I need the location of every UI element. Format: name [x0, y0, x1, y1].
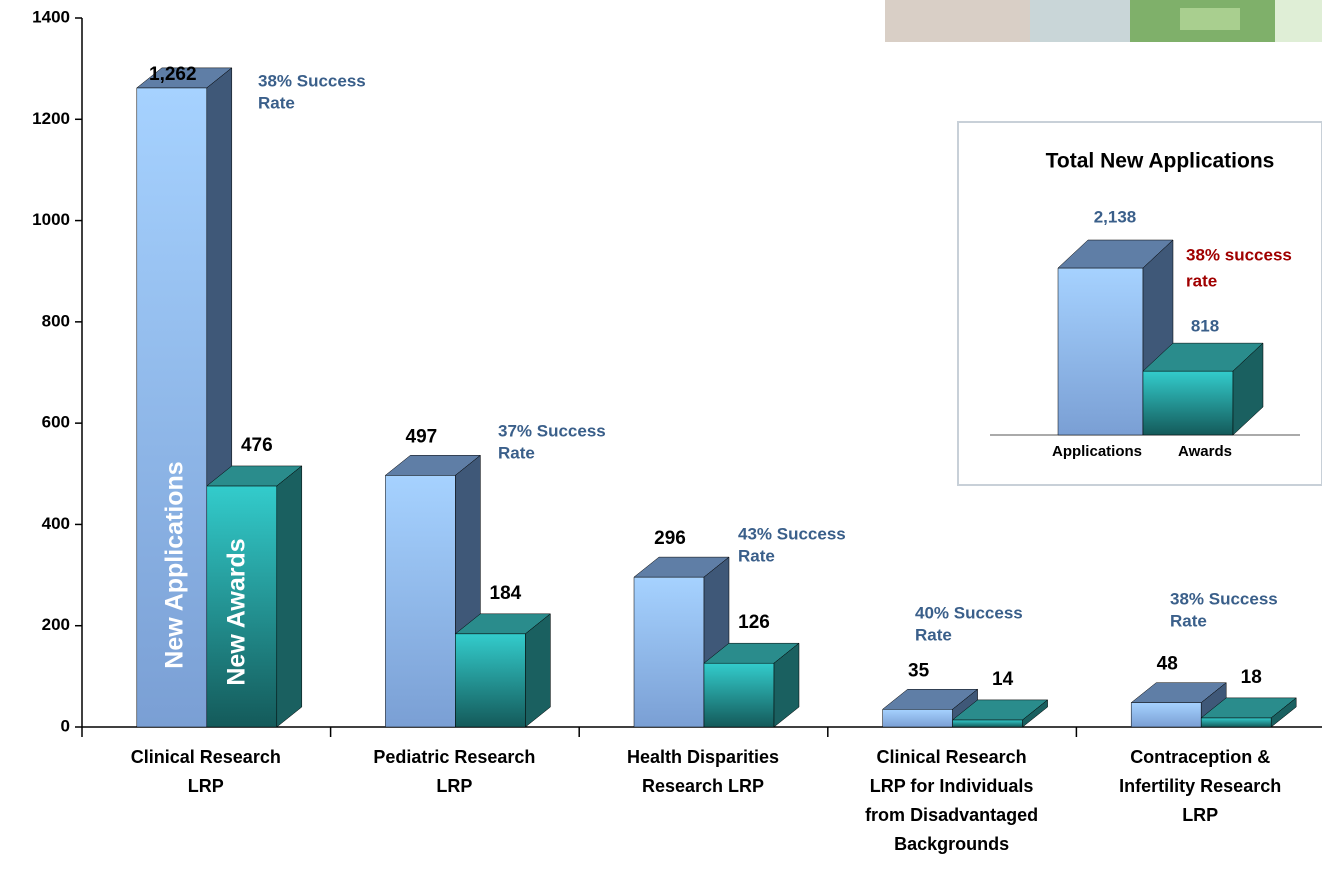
x-tick-label: LRP for Individuals	[870, 776, 1034, 796]
bar-side	[773, 642, 800, 728]
value-label: 184	[490, 583, 522, 604]
bar-side	[1232, 342, 1264, 436]
success-rate-note: 38% Success	[1170, 589, 1278, 608]
success-rate-note: 37% Success	[498, 421, 606, 440]
value-label: 18	[1241, 667, 1262, 688]
value-label: 48	[1157, 654, 1178, 675]
value-label: 476	[241, 435, 273, 456]
bar-side	[1022, 699, 1048, 728]
series-label: New Applications	[161, 461, 189, 668]
inset-title: Total New Applications	[1046, 150, 1275, 173]
x-tick-label: Infertility Research	[1119, 776, 1281, 796]
value-label: 14	[992, 669, 1014, 690]
y-tick-label: 1200	[32, 109, 70, 128]
success-rate-note: Rate	[258, 93, 295, 112]
value-label: 1,262	[149, 64, 197, 85]
value-label: 2,138	[1094, 207, 1137, 226]
success-rate-note: Rate	[1170, 611, 1207, 630]
bar-front	[385, 475, 456, 728]
y-tick-label: 0	[61, 716, 70, 735]
x-tick-label: Awards	[1178, 443, 1232, 460]
success-rate-note: 43% Success	[738, 524, 846, 543]
x-tick-label: from Disadvantaged	[865, 805, 1038, 825]
series-label: New Awards	[223, 538, 251, 685]
bar-front	[882, 709, 953, 728]
photo-strip	[885, 0, 1322, 42]
x-tick-label: Health Disparities	[627, 747, 779, 767]
x-tick-label: Research LRP	[642, 776, 764, 796]
bar-front	[1142, 370, 1234, 436]
success-rate-note: 38% success	[1186, 245, 1292, 264]
success-rate-note: Rate	[738, 546, 775, 565]
success-rate-note: Rate	[498, 443, 535, 462]
value-label: 497	[406, 426, 438, 447]
x-tick-label: Applications	[1052, 443, 1142, 460]
x-tick-label: Clinical Research	[131, 747, 281, 767]
y-tick-label: 600	[42, 413, 70, 432]
x-tick-label: Contraception &	[1130, 747, 1270, 767]
success-rate-note: rate	[1186, 271, 1217, 290]
bar-front	[455, 633, 526, 728]
bar-front	[1057, 267, 1144, 436]
bar-side	[1270, 697, 1297, 728]
bar-front	[1200, 717, 1272, 728]
x-tick-label: LRP	[436, 776, 472, 796]
bar-front	[633, 576, 705, 728]
x-tick-label: Backgrounds	[894, 834, 1009, 854]
x-tick-label: Clinical Research	[877, 747, 1027, 767]
bar-front	[952, 719, 1023, 728]
y-tick-label: 1000	[32, 210, 70, 229]
value-label: 818	[1191, 317, 1219, 336]
bar-side	[525, 613, 551, 728]
x-tick-label: LRP	[1182, 805, 1218, 825]
value-label: 35	[908, 660, 930, 681]
success-rate-note: 40% Success	[915, 603, 1023, 622]
bar-front	[703, 662, 775, 728]
success-rate-note: Rate	[915, 625, 952, 644]
y-tick-label: 1400	[32, 7, 70, 26]
success-rate-note: 38% Success	[258, 71, 366, 90]
y-tick-label: 200	[42, 615, 70, 634]
y-tick-label: 400	[42, 514, 70, 533]
bar-front	[1130, 702, 1202, 728]
value-label: 296	[654, 528, 686, 549]
bar-side	[276, 465, 303, 728]
x-tick-label: Pediatric Research	[373, 747, 535, 767]
x-tick-label: LRP	[188, 776, 224, 796]
value-label: 126	[738, 612, 770, 633]
y-tick-label: 800	[42, 311, 70, 330]
